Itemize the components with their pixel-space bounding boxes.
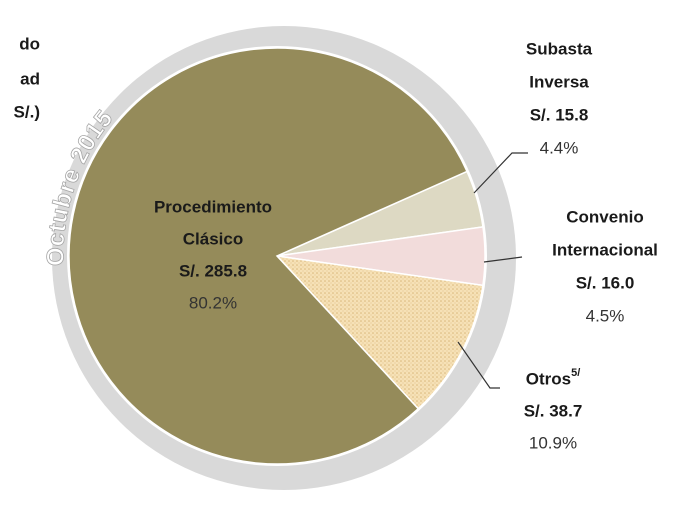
pie-slice	[275, 254, 484, 410]
slices	[68, 47, 486, 465]
labels: Subasta Inversa S/. 15.8 4.4% Convenio Intern…	[154, 39, 658, 452]
leader-line	[483, 256, 523, 263]
footnote-mark: 5/	[571, 367, 580, 379]
value-label: S/. 38.7	[524, 401, 583, 420]
category-label: Subasta	[526, 39, 593, 58]
title-fragment: S/.)	[14, 102, 40, 121]
pie-slice	[68, 47, 469, 465]
percent-label: 4.4%	[540, 138, 579, 157]
category-label: Internacional	[552, 240, 658, 259]
leader-line	[457, 341, 500, 389]
category-label: Procedimiento	[154, 197, 272, 216]
value-label: S/. 15.8	[530, 105, 589, 124]
percent-label: 4.5%	[586, 306, 625, 325]
leader-line	[473, 152, 528, 194]
title-fragment: do	[19, 34, 40, 53]
percent-label: 10.9%	[529, 433, 577, 452]
category-label: Clásico	[183, 229, 243, 248]
category-label: Otros5/	[526, 367, 581, 389]
value-label: S/. 285.8	[179, 261, 247, 280]
category-label: Inversa	[529, 72, 589, 91]
title-fragment: ad	[20, 69, 40, 88]
category-label: Convenio	[566, 207, 643, 226]
percent-label: 80.2%	[189, 293, 237, 312]
value-label: S/. 16.0	[576, 273, 635, 292]
